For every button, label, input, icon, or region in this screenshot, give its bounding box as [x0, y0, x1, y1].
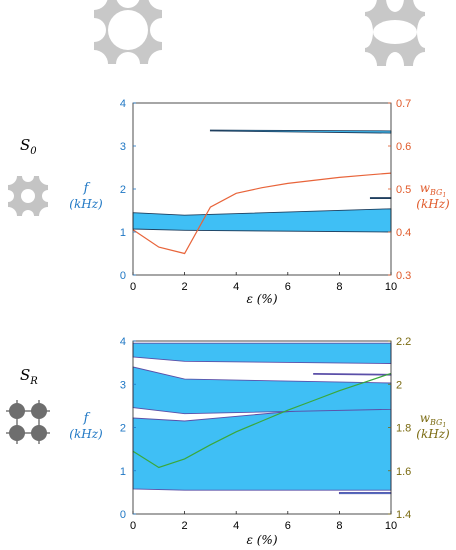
- chart-sr: 0 2 4 6 8 10 0 1 2 3 4 1.4 1.6 1.8 2 2.2 f (kHz) wBG1 (…: [69, 336, 450, 547]
- x-tick-label: 8: [336, 281, 342, 293]
- row-label-sr: SR: [20, 366, 38, 387]
- left-tick-label: 3: [120, 379, 126, 391]
- right-tick-label: 1.8: [396, 423, 411, 435]
- right-tick-label: 0.7: [396, 98, 411, 110]
- chart-s0-frame: [132, 102, 392, 276]
- chart-sr-ticks: 0 2 4 6 8 10 0 1 2 3 4 1.4 1.6 1.8 2 2.2: [120, 336, 411, 532]
- unit-cell-elliptical-icon: [353, 0, 437, 80]
- left-tick-label: 4: [120, 336, 126, 348]
- chart-s0: 0 2 4 6 8 10 0 1 2 3 4 0.3 0.4 0.5 0.6 0.7 f (kHz) wBG1…: [69, 98, 450, 306]
- right-tick-label: 1.4: [396, 509, 411, 521]
- x-tick-label: 0: [130, 281, 136, 293]
- x-tick-label: 8: [336, 520, 342, 532]
- right-tick-label: 0.6: [396, 141, 411, 153]
- x-tick-label: 4: [233, 281, 239, 293]
- band-1-3: [313, 372, 392, 376]
- band-1-4: [338, 491, 392, 495]
- chart-s0-right-label: wBG1: [420, 181, 447, 199]
- chart-s0-plot: [132, 129, 392, 255]
- left-tick-label: 0: [120, 509, 126, 521]
- x-tick-label: 10: [385, 281, 397, 293]
- band-0-0: [132, 208, 392, 233]
- left-tick-label: 3: [120, 141, 126, 153]
- chart-s0-left-label: f: [83, 181, 91, 196]
- band-0-1: [209, 129, 392, 134]
- right-tick-label: 1.6: [396, 466, 411, 478]
- left-tick-label: 4: [120, 98, 126, 110]
- band-0-2: [369, 197, 392, 199]
- x-tick-label: 4: [233, 520, 239, 532]
- chart-sr-right-unit: (kHz): [416, 427, 450, 441]
- chart-s0-right-unit: (kHz): [416, 197, 450, 211]
- unit-cell-circular-icon: [80, 0, 176, 78]
- x-tick-label: 10: [385, 520, 397, 532]
- row-label-s0: S0: [20, 136, 37, 157]
- x-tick-label: 0: [130, 520, 136, 532]
- right-tick-label: 0.5: [396, 184, 411, 196]
- left-tick-label: 1: [120, 227, 126, 239]
- left-tick-label: 2: [120, 423, 126, 435]
- right-tick-label: 2.2: [396, 336, 411, 348]
- chart-sr-left-label: f: [83, 411, 91, 426]
- chart-s0-left-unit: (kHz): [69, 197, 103, 211]
- chart-s0-ticks: 0 2 4 6 8 10 0 1 2 3 4 0.3 0.4 0.5 0.6 0.7: [120, 98, 411, 293]
- chart-sr-plot: [132, 342, 392, 495]
- x-tick-label: 6: [285, 520, 291, 532]
- band-1-2: [132, 342, 392, 364]
- left-tick-label: 2: [120, 184, 126, 196]
- x-tick-label: 6: [285, 281, 291, 293]
- left-tick-label: 1: [120, 466, 126, 478]
- line-series-0: [132, 172, 392, 255]
- x-tick-label: 2: [182, 281, 188, 293]
- chart-sr-left-unit: (kHz): [69, 427, 103, 441]
- right-tick-label: 0.3: [396, 270, 411, 282]
- line-series-1: [132, 372, 392, 469]
- structure-s0-icon: [0, 167, 57, 225]
- right-tick-label: 0.4: [396, 227, 411, 239]
- chart-s0-x-label: ε (%): [246, 292, 277, 306]
- right-tick-label: 2: [396, 379, 402, 391]
- chart-sr-right-label: wBG1: [420, 411, 447, 429]
- left-tick-label: 0: [120, 270, 126, 282]
- structure-sr-icon: [6, 400, 50, 444]
- x-tick-label: 2: [182, 520, 188, 532]
- chart-sr-x-label: ε (%): [246, 533, 277, 547]
- band-1-0: [132, 401, 392, 491]
